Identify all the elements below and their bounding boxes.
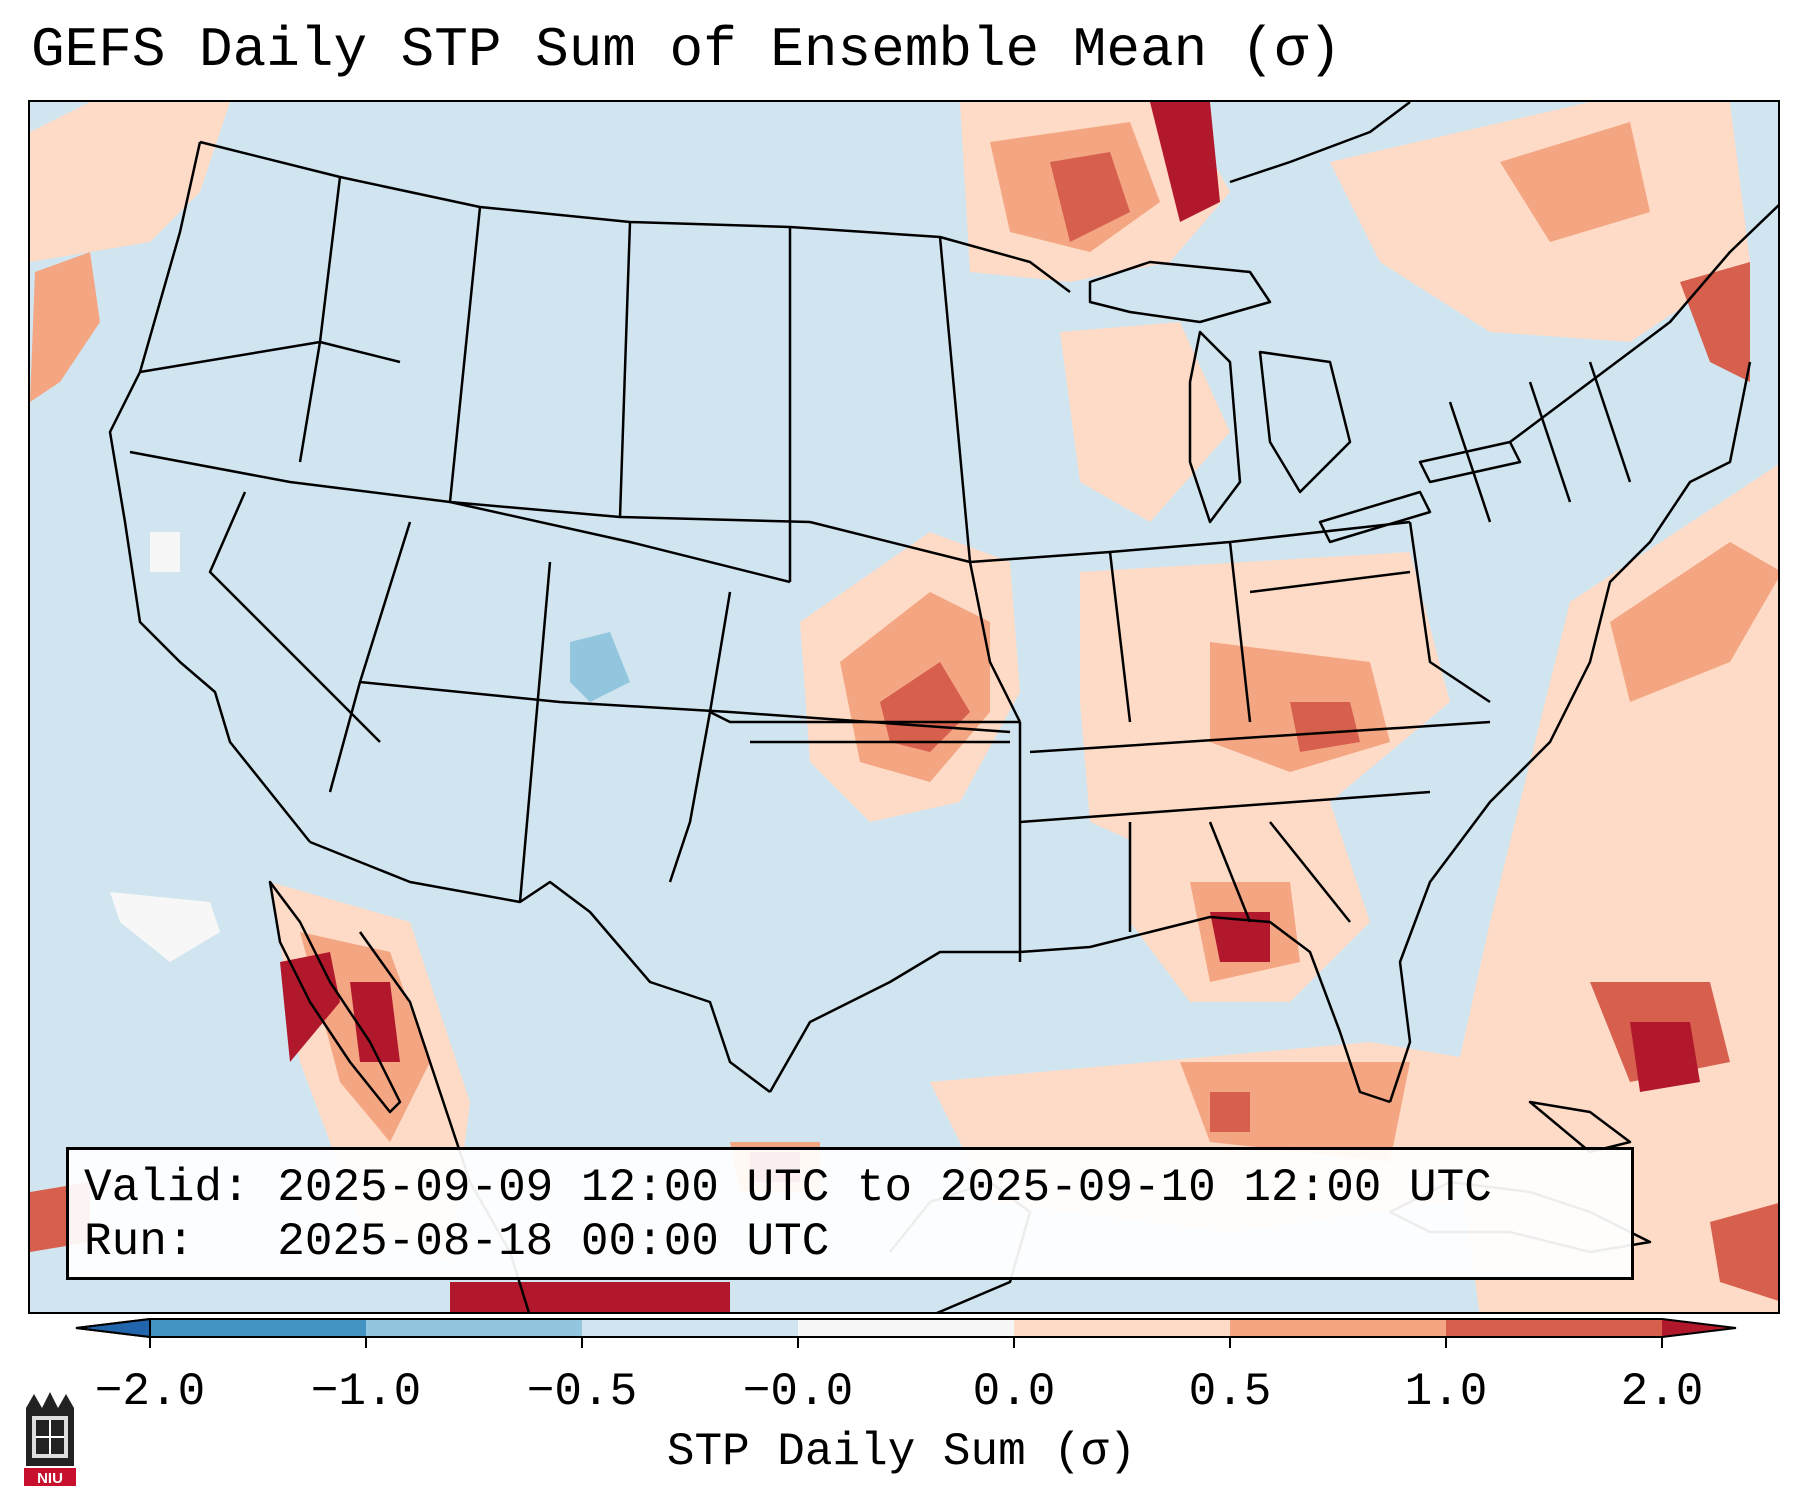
anomaly-patch [1180,1062,1410,1162]
state-line [448,206,482,503]
colorbar-tick-label: −2.0 [94,1366,206,1418]
anomaly-patch [350,982,400,1062]
colorbar-segment [798,1319,1014,1337]
colorbar [75,1318,1737,1348]
anomaly-patch [1210,912,1270,962]
valid-time-text: Valid: 2025-09-09 12:00 UTC to 2025-09-1… [84,1162,1492,1214]
anomaly-patch [1610,542,1778,702]
gulf-coastline [768,915,1391,1104]
state-line [1408,521,1491,704]
colorbar-extend-low [76,1319,150,1337]
lake-ontario [1418,440,1522,484]
anomaly-patch [110,892,220,962]
colorbar-extend-high [1662,1319,1736,1337]
logo-text: NIU [37,1470,63,1487]
bahamas-outline [1528,1100,1632,1154]
state-line [1108,551,1132,723]
st-lawrence-coast [1509,204,1778,443]
anomaly-patch [1630,1022,1700,1092]
colorbar-segment [1014,1319,1230,1337]
colorbar-segment [1446,1319,1662,1337]
state-line [449,500,791,584]
state-line [208,491,381,743]
state-line [1249,570,1411,594]
state-line [1269,821,1351,923]
colorbar-tick-label: −1.0 [310,1366,422,1418]
colorbar-segment [366,1319,582,1337]
colorbar-label: STP Daily Sum (σ) [666,1426,1137,1478]
run-time-text: Run: 2025-08-18 00:00 UTC [84,1216,830,1268]
anomaly-patch [30,102,230,262]
anomaly-patch [880,662,970,752]
colorbar-segment [1230,1319,1446,1337]
anomaly-patch [1680,262,1750,382]
anomaly-patch [150,532,180,572]
anomaly-patch [450,1282,730,1312]
anomaly-patch [1710,1203,1778,1301]
anomaly-patch [30,252,100,402]
colorbar-segment [150,1319,366,1337]
colorbar-tick-label: 0.5 [1188,1366,1272,1418]
state-line [1019,790,1431,824]
colorbar-tick-label: 0.0 [972,1366,1056,1418]
us-canada-border [199,140,1071,293]
anomaly-patch [570,632,630,702]
state-line [139,340,401,374]
state-line [709,710,1020,724]
baja-outline [268,880,402,1114]
anomaly-patch [1290,702,1360,752]
anomaly-patch [1050,152,1130,242]
us-mexico-border [309,840,771,1093]
west-coastline [108,141,311,843]
anomaly-patch [1210,1092,1250,1132]
state-line [938,236,1022,723]
colorbar-outline-left [75,1318,151,1339]
map-title: GEFS Daily STP Sum of Ensemble Mean (σ) [31,18,1342,82]
lake-michigan [1188,330,1242,524]
state-line [518,561,552,903]
state-line [618,221,632,518]
anomaly-patch [1060,322,1230,522]
info-box: Valid: 2025-09-09 12:00 UTC to 2025-09-1… [66,1147,1634,1280]
colorbar-tick-label: −0.0 [742,1366,854,1418]
anomaly-patch [1500,122,1650,242]
state-boundaries [108,102,1778,1312]
state-line [668,591,732,883]
state-line [1588,361,1632,483]
canada-east-coastline [1229,102,1411,184]
anomaly-patch [1450,464,1778,1312]
state-line [1208,821,1252,923]
niu-logo: NIU [24,1392,76,1487]
anomaly-patch [1150,102,1220,222]
lake-huron [1258,350,1352,494]
lake-superior [1088,260,1272,324]
colorbar-tick-label: 1.0 [1404,1366,1488,1418]
anomaly-layer [30,102,1778,1312]
colorbar-tick-label: −0.5 [526,1366,638,1418]
state-line [1228,541,1252,723]
colorbar-tick-label: 2.0 [1620,1366,1704,1418]
state-line [1528,381,1572,503]
lake-erie [1318,490,1432,544]
anomaly-patch [280,952,340,1062]
map-panel [28,100,1780,1314]
state-line [1448,401,1492,523]
east-coastline [1388,361,1752,1103]
state-line [1029,720,1491,754]
colorbar-segment [582,1319,798,1337]
map-canvas [30,102,1778,1312]
